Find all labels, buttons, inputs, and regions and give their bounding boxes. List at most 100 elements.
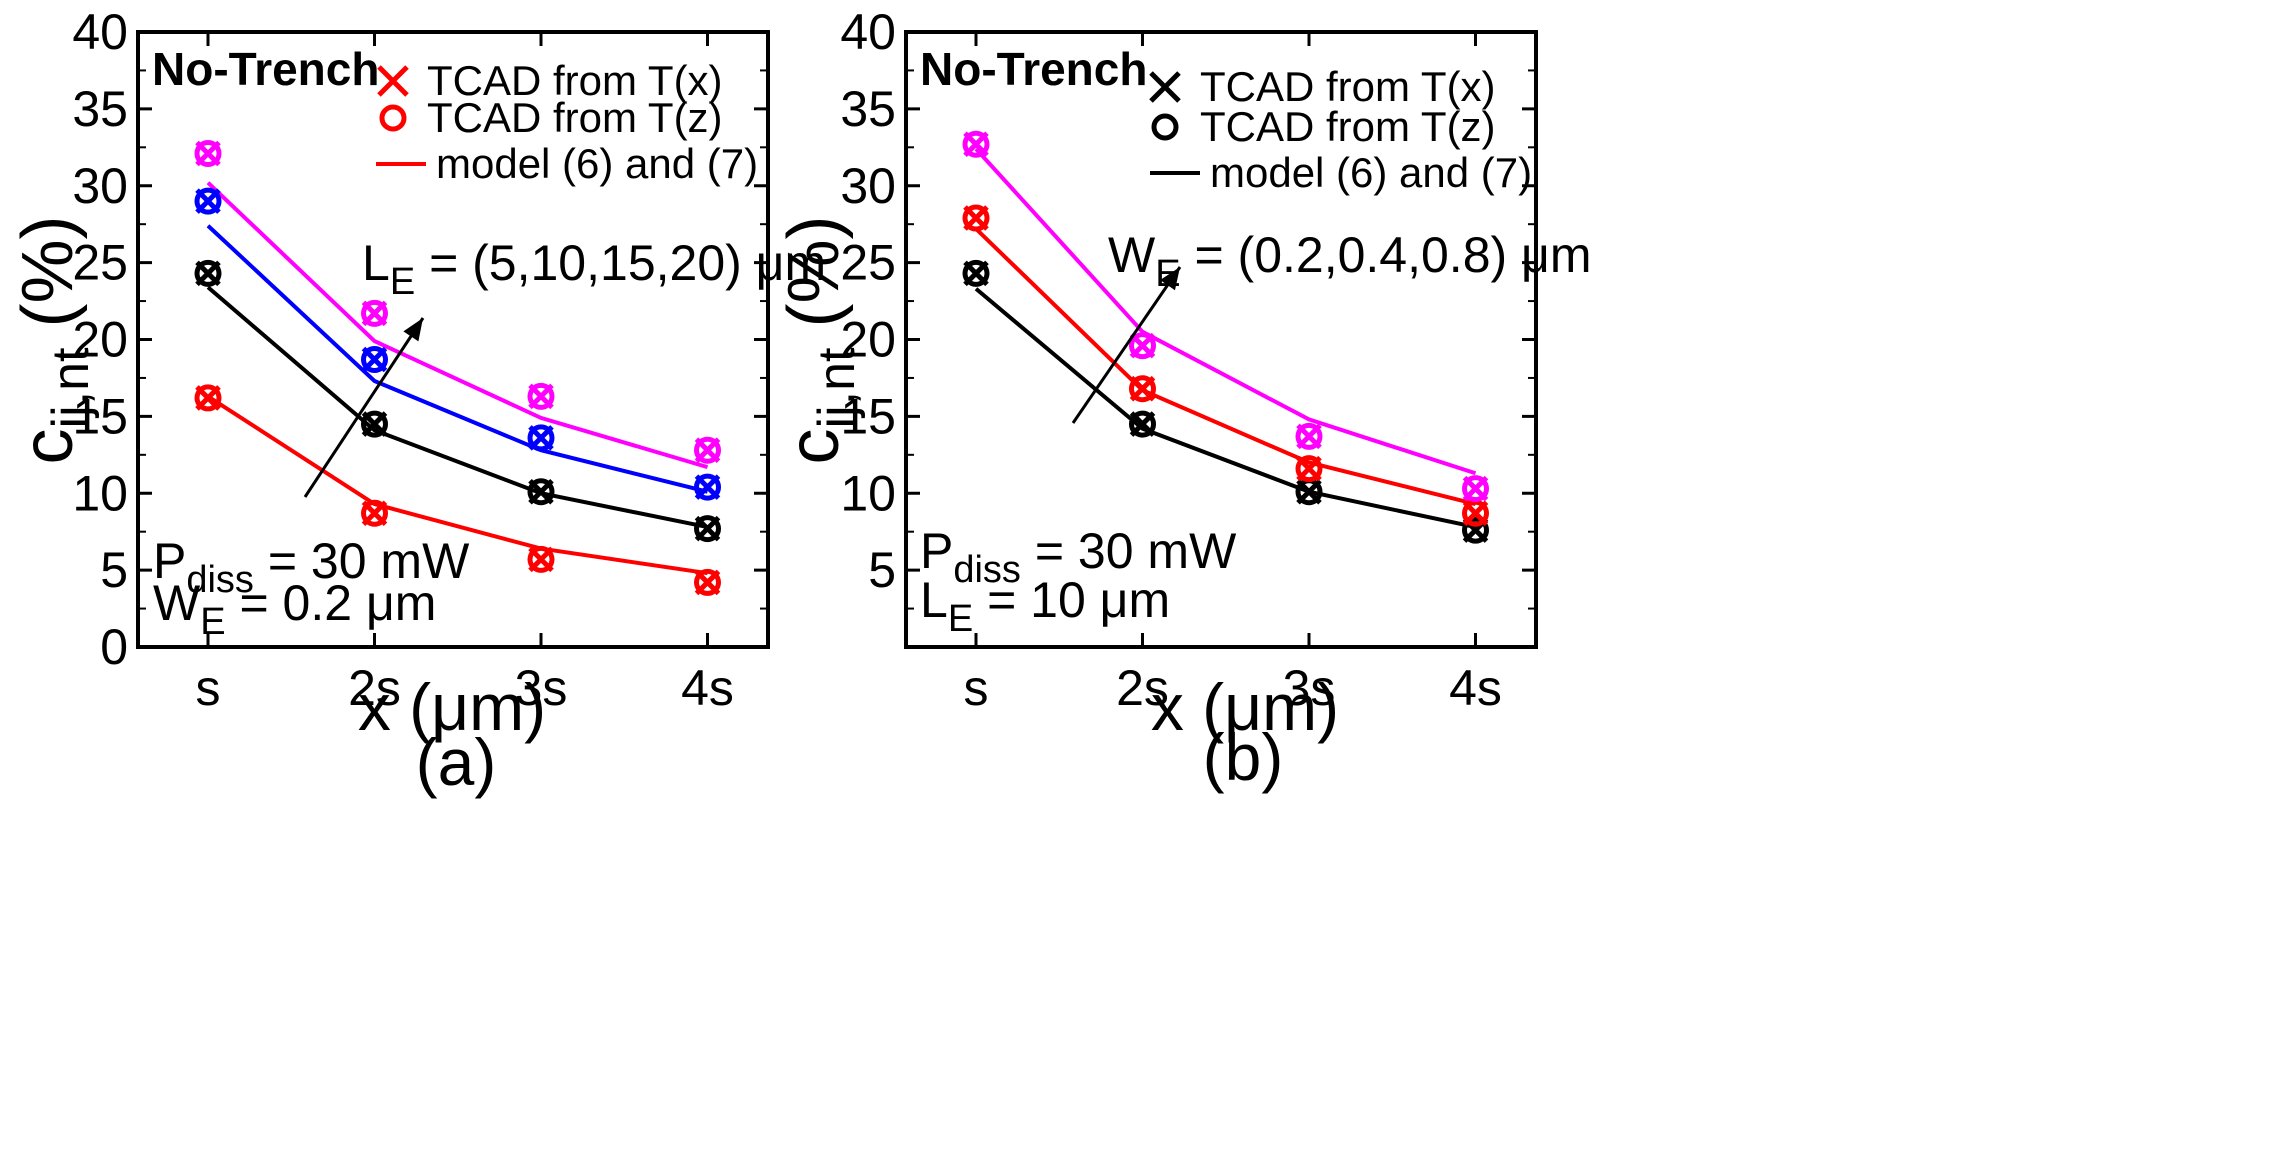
param-annotation-rest: = (0.2,0.4,0.8) μm: [1181, 227, 1592, 283]
tcad-point-circle: [361, 499, 388, 527]
tcad-point-circle: [194, 139, 222, 167]
condition-label-main: L: [920, 572, 948, 628]
y-tick-label: 10: [72, 465, 128, 521]
y-tick-label: 5: [100, 542, 128, 598]
legend-label: TCAD from T(z): [427, 94, 723, 141]
y-axis-title-text: cij,nt (%): [774, 216, 866, 465]
tcad-point-cross: [963, 205, 989, 231]
tcad-series: [194, 139, 721, 464]
tcad-point-cross: [1129, 332, 1156, 359]
y-axis-title-sub: ij,nt: [42, 347, 100, 428]
y-tick-label: 30: [72, 158, 128, 214]
y-axis-title: cij,nt (%): [774, 216, 866, 465]
tcad-point-circle: [962, 259, 990, 287]
tcad-point-cross: [361, 300, 388, 327]
legend-circle-marker: [379, 104, 407, 132]
y-tick-label: 20: [72, 312, 128, 368]
param-annotation-sub: E: [1155, 253, 1180, 295]
tcad-point-circle: [527, 424, 555, 452]
condition-label-sub: E: [948, 598, 973, 640]
x-tick-label: s: [964, 660, 989, 716]
tcad-point-cross: [694, 569, 721, 596]
tcad-point-circle: [194, 384, 222, 412]
tcad-point-circle: [361, 410, 388, 438]
tcad-point-circle: [527, 545, 555, 573]
tcad-point-circle: [1295, 422, 1323, 450]
y-tick-label: 15: [840, 388, 896, 444]
tcad-point-cross: [963, 260, 989, 287]
condition-label-main: W: [153, 575, 201, 631]
tcad-point-circle: [1129, 410, 1156, 438]
tcad-point-cross: [1296, 478, 1322, 505]
tcad-point-cross: [694, 474, 721, 500]
y-axis-title-unit: (%): [774, 216, 854, 348]
condition-label: Pdiss = 30 mW: [153, 533, 470, 601]
tcad-point-circle: [694, 436, 721, 464]
tcad-point-cross: [694, 437, 721, 463]
tcad-point-cross: [1296, 455, 1322, 482]
tcad-point-circle: [694, 568, 721, 596]
legend: TCAD from T(x)TCAD from T(z)model (6) an…: [1149, 63, 1532, 196]
tcad-series: [194, 259, 721, 543]
x-tick-label: s: [196, 660, 221, 716]
tcad-point-circle: [1462, 499, 1489, 527]
param-annotation-rest: = (5,10,15,20) μm: [415, 235, 826, 291]
tcad-point-circle: [1462, 475, 1489, 503]
tcad-point-cross: [361, 500, 388, 527]
y-tick-label: 15: [72, 388, 128, 444]
tcad-point-cross: [1129, 411, 1156, 437]
tcad-point-cross: [195, 188, 221, 214]
y-tick-label: 40: [840, 4, 896, 60]
tcad-point-cross: [195, 260, 221, 287]
tcad-point-circle: [194, 187, 222, 215]
tcad-point-cross: [528, 478, 554, 505]
trend-arrow: [1071, 266, 1182, 424]
x-tick-label: 4s: [1449, 660, 1502, 716]
model-line: [206, 285, 708, 530]
chart-panel-b: 5 10 15 20 25 30 35 40 s 2s 3s 4s x (μm) cij,nt (%) No…: [774, 4, 1592, 794]
condition-label-rest: = 10 μm: [973, 572, 1170, 628]
chart-panel-a: 0 5 10 15 20 25 30 35 40 s 2s 3s 4s x (μm) cij,nt (%) N…: [8, 4, 826, 799]
tcad-point-circle: [962, 204, 990, 232]
condition-label-main: P: [153, 533, 186, 589]
legend-label: TCAD from T(x): [427, 57, 723, 104]
tcad-point-cross: [694, 515, 721, 542]
y-tick-label: 35: [840, 81, 896, 137]
y-axis-title-main: c: [774, 428, 854, 464]
condition-label-rest: = 0.2 μm: [226, 575, 437, 631]
x-tick-label: 3s: [1283, 660, 1336, 716]
y-tick-label: 25: [72, 235, 128, 291]
y-tick-label: 10: [840, 465, 896, 521]
panel-label: (a): [416, 725, 497, 799]
param-annotation: WE = (0.2,0.4,0.8) μm: [1108, 227, 1592, 295]
y-tick-label: 30: [840, 158, 896, 214]
tcad-point-circle: [1129, 375, 1156, 403]
y-tick-label: 35: [72, 81, 128, 137]
y-tick-label: 20: [840, 312, 896, 368]
condition-label: WE = 0.2 μm: [153, 575, 436, 643]
condition-label: LE = 10 μm: [920, 572, 1170, 640]
condition-label: Pdiss = 30 mW: [920, 523, 1237, 591]
tcad-point-cross: [361, 346, 388, 373]
tcad-point-circle: [1462, 516, 1489, 544]
tcad-series: [194, 187, 721, 501]
tcad-point-circle: [962, 130, 990, 158]
tcad-point-cross: [1296, 423, 1322, 450]
legend-label: TCAD from T(z): [1200, 103, 1496, 150]
param-annotation-main: W: [1108, 227, 1156, 283]
tcad-point-cross: [1462, 500, 1489, 527]
legend-cross-marker: [377, 65, 409, 97]
model-line: [206, 394, 708, 576]
tcad-point-circle: [1129, 332, 1156, 360]
trend-arrow: [303, 317, 425, 498]
x-tick-label: 4s: [681, 660, 734, 716]
tcad-point-circle: [694, 515, 721, 543]
y-tick-label: 25: [840, 235, 896, 291]
y-axis-title-main: c: [8, 428, 88, 464]
corner-label: No-Trench: [920, 43, 1147, 95]
tcad-point-cross: [1129, 375, 1156, 402]
model-line: [974, 227, 1476, 506]
condition-label-sub: diss: [186, 559, 254, 601]
y-axis-title-unit: (%): [8, 216, 88, 348]
